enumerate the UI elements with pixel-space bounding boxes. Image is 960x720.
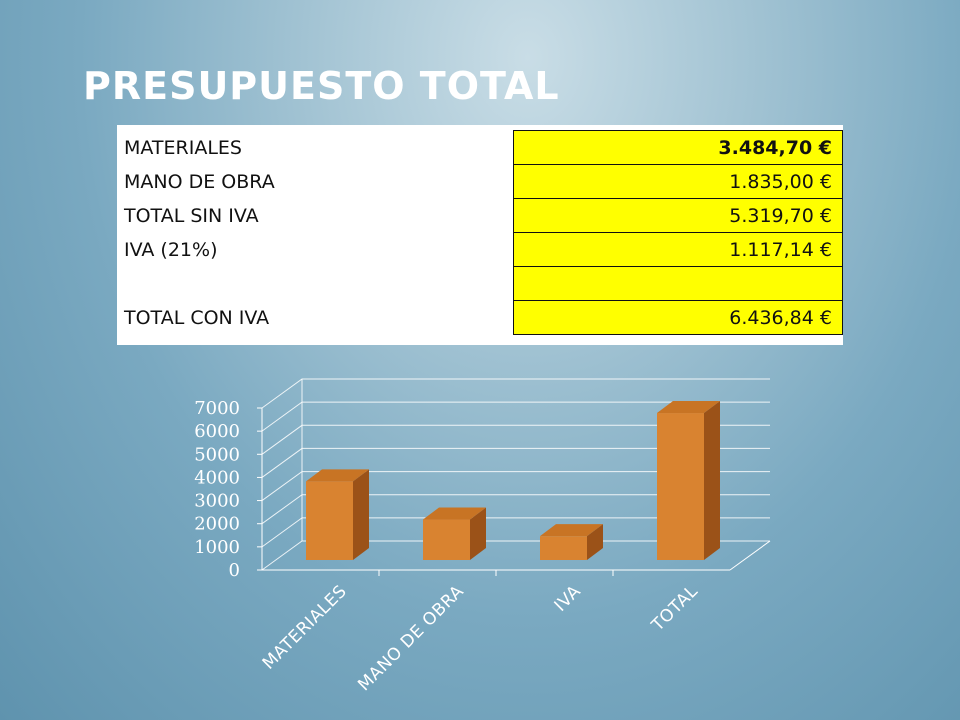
table-row: TOTAL CON IVA 6.436,84 € — [117, 300, 844, 335]
bar-top — [306, 469, 369, 482]
bar — [306, 481, 353, 560]
page-title: PRESUPUESTO TOTAL — [83, 64, 560, 108]
y-tick-label: 2000 — [194, 514, 240, 535]
table-row: IVA (21%) 1.117,14 € — [117, 232, 844, 267]
row-value-total-sin-iva: 5.319,70 € — [512, 198, 844, 233]
table-row — [117, 266, 844, 301]
row-value-materiales: 3.484,70 € — [512, 130, 844, 165]
budget-table: MATERIALES 3.484,70 € MANO DE OBRA 1.835… — [117, 125, 844, 345]
row-label-total-con-iva: TOTAL CON IVA — [124, 306, 270, 329]
table-row: TOTAL SIN IVA 5.319,70 € — [117, 198, 844, 233]
row-value-empty — [512, 266, 844, 301]
x-tick-label: MANO DE OBRA — [354, 581, 468, 695]
bar-top — [657, 401, 720, 414]
y-tick-label: 3000 — [194, 491, 240, 512]
y-tick-label: 1000 — [194, 537, 240, 558]
row-value-total-con-iva: 6.436,84 € — [512, 300, 844, 335]
bar-side — [353, 469, 369, 560]
x-tick-label: IVA — [551, 581, 585, 615]
row-label-total-sin-iva: TOTAL SIN IVA — [124, 204, 259, 227]
bar-side — [704, 401, 720, 560]
x-tick-label: TOTAL — [647, 581, 702, 636]
bar — [540, 536, 587, 560]
row-value-iva: 1.117,14 € — [512, 232, 844, 267]
row-label-iva: IVA (21%) — [124, 238, 218, 261]
y-tick-label: 0 — [229, 560, 240, 581]
y-tick-label: 6000 — [194, 421, 240, 442]
y-tick-label: 7000 — [194, 398, 240, 419]
bar-side — [470, 507, 486, 560]
floor-right-edge — [729, 540, 771, 571]
bar-top — [540, 524, 603, 537]
bar-side — [587, 524, 603, 560]
row-label-materiales: MATERIALES — [124, 136, 242, 159]
row-label-mano-de-obra: MANO DE OBRA — [124, 170, 275, 193]
y-tick-label: 4000 — [194, 467, 240, 488]
bar — [423, 519, 470, 560]
table-row: MANO DE OBRA 1.835,00 € — [117, 164, 844, 199]
y-tick-label: 5000 — [194, 444, 240, 465]
x-tick-label: MATERIALES — [259, 581, 351, 673]
bar-top — [423, 507, 486, 520]
row-value-mano-de-obra: 1.835,00 € — [512, 164, 844, 199]
bar — [657, 413, 704, 560]
table-row: MATERIALES 3.484,70 € — [117, 130, 844, 165]
